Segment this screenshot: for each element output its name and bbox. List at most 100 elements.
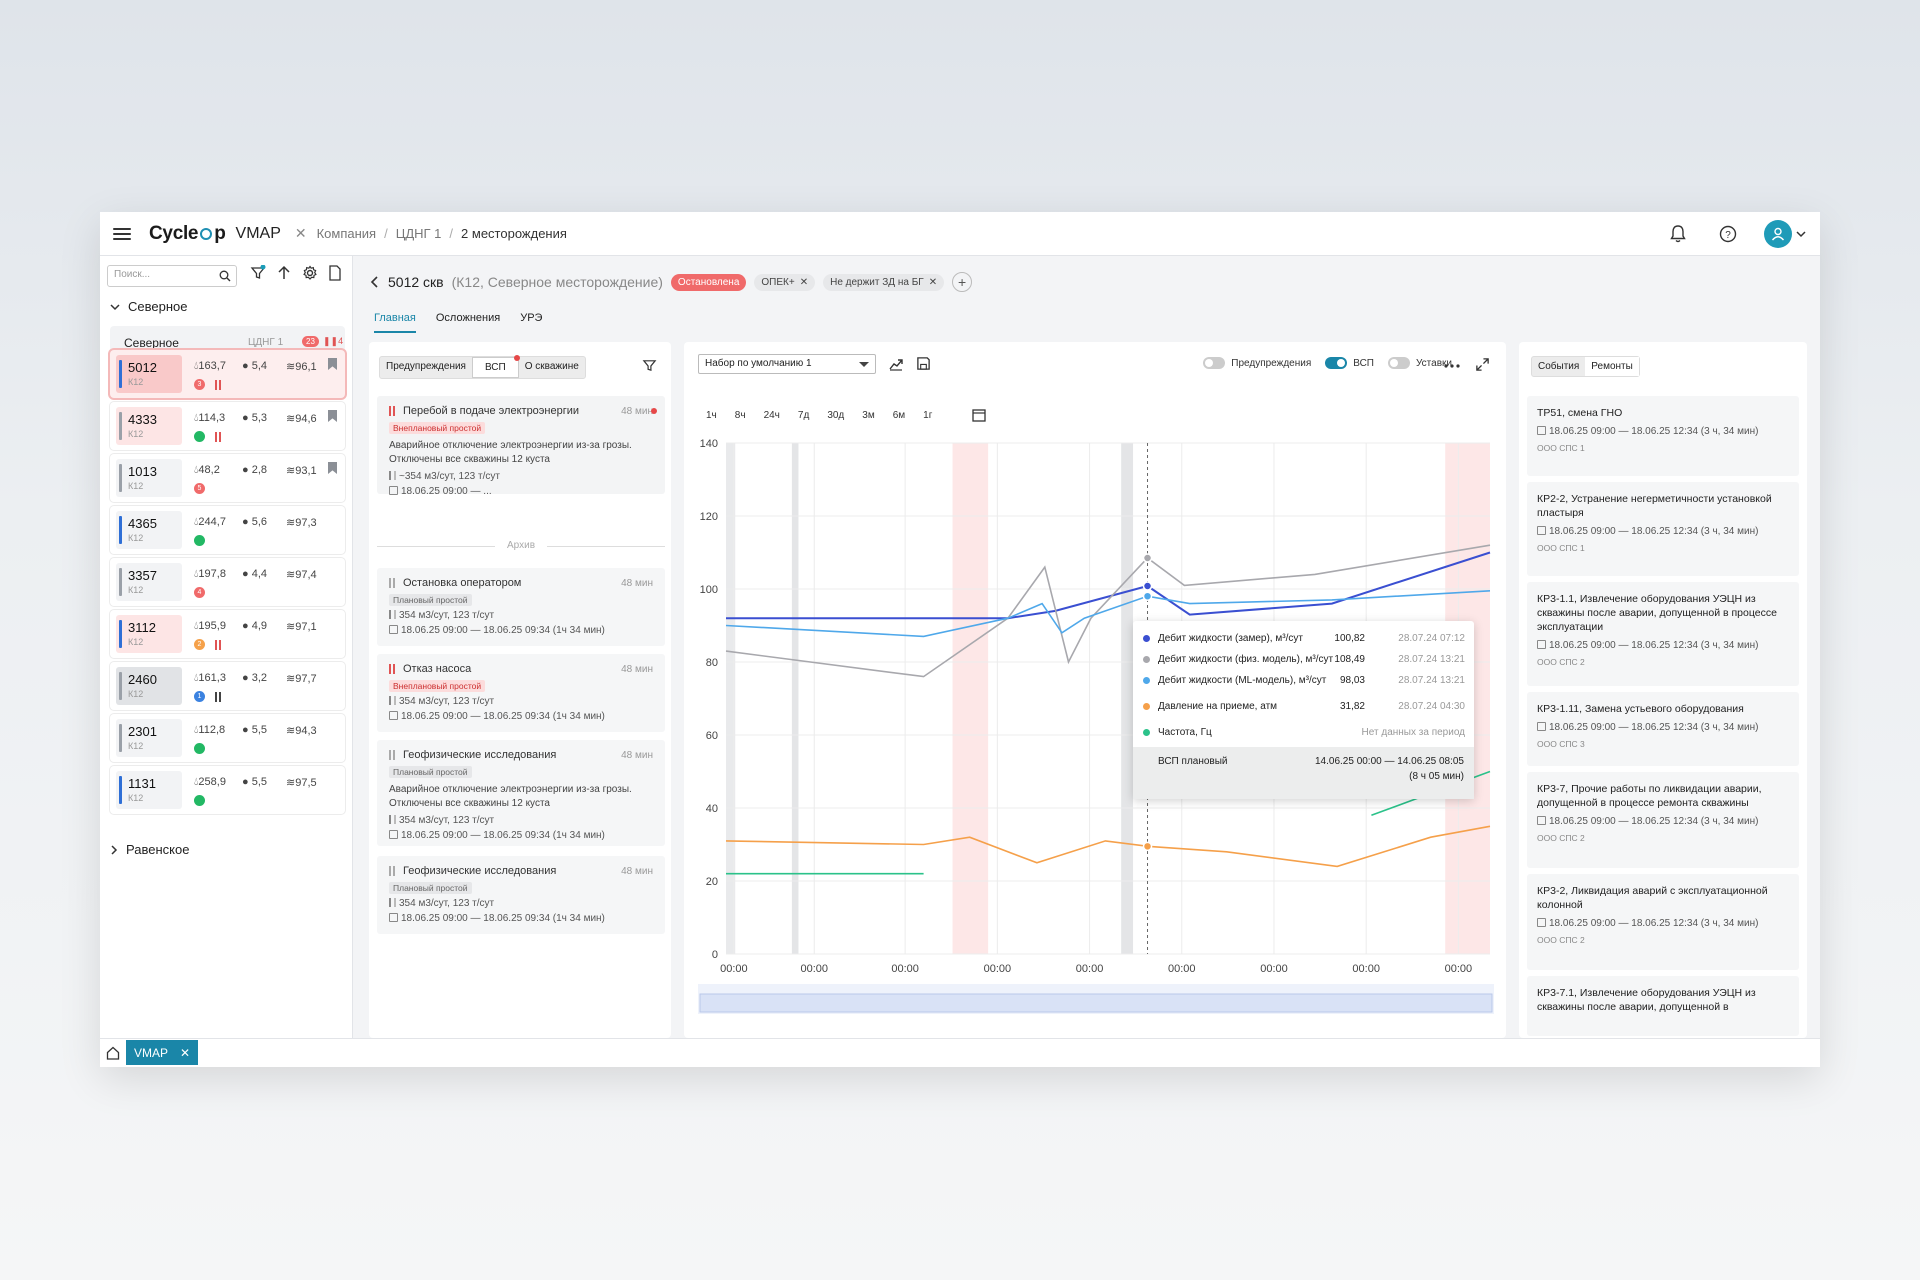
- event-card[interactable]: Отказ насоса 48 мин Внеплановый простой 354…: [377, 654, 665, 732]
- user-menu[interactable]: [1764, 220, 1806, 248]
- period-6[interactable]: 6м: [892, 410, 906, 421]
- y-tick-label: 0: [712, 949, 718, 961]
- calendar-icon: [1537, 918, 1546, 927]
- back-icon[interactable]: [370, 276, 380, 288]
- help-icon[interactable]: ?: [1714, 220, 1742, 248]
- group-ravenskoe[interactable]: Равенское: [110, 842, 189, 857]
- search-input[interactable]: Поиск...: [107, 265, 237, 287]
- event-card[interactable]: Остановка оператором 48 мин Плановый прост…: [377, 568, 665, 646]
- well-card[interactable]: 4333 К12 💧︎114,3 ● 5,3 ≋94,6: [110, 402, 345, 450]
- save-icon[interactable]: [916, 356, 931, 371]
- tab-main[interactable]: Главная: [374, 312, 416, 333]
- menu-icon[interactable]: [113, 227, 131, 240]
- home-icon[interactable]: [106, 1046, 120, 1060]
- seg-about[interactable]: О скважине: [524, 361, 579, 372]
- liquid-rate: 💧︎258,9: [194, 776, 226, 788]
- breadcrumb-item[interactable]: 2 месторождения: [461, 226, 567, 241]
- close-icon[interactable]: ✕: [180, 1045, 191, 1060]
- seg-warnings[interactable]: Предупреждения: [386, 361, 466, 372]
- x-tick-label: 00:00: [1168, 963, 1196, 975]
- period-4[interactable]: 30д: [827, 410, 845, 421]
- expand-icon[interactable]: [1475, 357, 1490, 372]
- period-0[interactable]: 1ч: [706, 410, 717, 421]
- repair-card[interactable]: ТР51, смена ГНО 18.06.25 09:00 — 18.06.25…: [1527, 396, 1799, 476]
- repair-card[interactable]: КР3-7, Прочие работы по ликвидации авари…: [1527, 772, 1799, 868]
- toggle-vsp[interactable]: ВСП: [1325, 357, 1374, 369]
- repair-date: 18.06.25 09:00 — 18.06.25 12:34 (3 ч, 34…: [1537, 526, 1789, 537]
- seg-repairs[interactable]: Ремонты: [1585, 357, 1639, 376]
- wave-icon: ≋: [286, 517, 296, 529]
- event-card[interactable]: Перебой в подаче электроэнергии 48 мин Вне…: [377, 396, 665, 497]
- event-card[interactable]: Геофизические исследования 48 мин Плановый…: [377, 856, 665, 934]
- breadcrumb-item[interactable]: ЦДНГ 1: [395, 226, 442, 241]
- repair-card[interactable]: КР3-7.1, Извлечение оборудования УЭЦН из…: [1527, 976, 1799, 1036]
- bookmark-icon[interactable]: [328, 462, 337, 474]
- filter-icon[interactable]: [250, 265, 266, 281]
- y-tick-label: 80: [706, 657, 718, 669]
- series-point: [1142, 581, 1153, 591]
- period-2[interactable]: 24ч: [763, 410, 780, 421]
- toggle-warnings[interactable]: Предупреждения: [1203, 357, 1311, 369]
- drop-icon: 💧︎: [194, 776, 199, 788]
- well-card[interactable]: 4365 К12 💧︎244,7 ● 5,6 ≋97,3: [110, 506, 345, 554]
- close-icon[interactable]: ✕: [799, 276, 809, 288]
- repair-card[interactable]: КР2-2, Устранение негерметичности устано…: [1527, 482, 1799, 576]
- avatar[interactable]: [1764, 220, 1792, 248]
- well-card[interactable]: 3357 К12 💧︎197,8 ● 4,4 ≋97,4 4: [110, 558, 345, 606]
- well-card[interactable]: 2301 К12 💧︎112,8 ● 5,5 ≋94,3: [110, 714, 345, 762]
- taskbar-tab[interactable]: VMAP ✕: [126, 1040, 199, 1065]
- water-cut: ≋96,1: [286, 361, 317, 373]
- repair-card[interactable]: КР3-1.1, Извлечение оборудования УЭЦН из…: [1527, 582, 1799, 686]
- sort-icon[interactable]: [276, 265, 292, 281]
- more-icon[interactable]: [1444, 364, 1460, 368]
- document-icon[interactable]: [328, 265, 342, 281]
- close-icon[interactable]: ✕: [294, 225, 307, 241]
- bell-icon[interactable]: [1664, 220, 1692, 248]
- well-card[interactable]: 2460 К12 💧︎161,3 ● 3,2 ≋97,7 1: [110, 662, 345, 710]
- tab-ure[interactable]: УРЭ: [520, 312, 543, 324]
- well-card[interactable]: 1131 К12 💧︎258,9 ● 5,5 ≋97,5: [110, 766, 345, 814]
- well-id: 2301: [128, 724, 157, 739]
- well-card[interactable]: 5012 К12 💧︎163,7 ● 5,4 ≋96,1 3: [110, 350, 345, 398]
- close-icon[interactable]: ✕: [928, 276, 938, 288]
- calendar-icon[interactable]: [971, 407, 987, 423]
- legend-dot: [1143, 703, 1150, 710]
- group-severnoe[interactable]: Северное: [110, 299, 187, 314]
- well-card[interactable]: 1013 К12 💧︎48,2 ● 2,8 ≋93,1 5: [110, 454, 345, 502]
- event-type-badge: Плановый простой: [389, 594, 472, 606]
- breadcrumb-item[interactable]: Компания: [316, 226, 377, 241]
- chart-panel: Набор по умолчанию 1 Предупреждения ВСП …: [684, 342, 1506, 1038]
- toggle-setpoints[interactable]: Уставки: [1388, 357, 1452, 369]
- event-card[interactable]: Геофизические исследования 48 мин Плановый…: [377, 740, 665, 846]
- repair-card[interactable]: КР3-2, Ликвидация аварий с эксплуатацион…: [1527, 874, 1799, 970]
- repair-org: ООО СПС 3: [1537, 739, 1585, 749]
- bookmark-icon[interactable]: [328, 358, 337, 370]
- repair-card[interactable]: КР3-1.11, Замена устьевого оборудования 1…: [1527, 692, 1799, 766]
- preset-select[interactable]: Набор по умолчанию 1: [698, 354, 876, 374]
- drop-icon: 💧︎: [194, 672, 199, 684]
- seg-events[interactable]: События: [1538, 361, 1580, 372]
- period-3[interactable]: 7д: [797, 410, 810, 421]
- liquid-rate: 💧︎195,9: [194, 620, 226, 632]
- chevron-down-icon[interactable]: [1796, 230, 1806, 238]
- wave-icon: ≋: [286, 361, 296, 373]
- filter-icon[interactable]: [642, 358, 657, 373]
- tag-chip[interactable]: Не держит ЗД на БГ ✕: [823, 273, 945, 291]
- period-1[interactable]: 8ч: [734, 410, 746, 421]
- y-tick-label: 40: [706, 803, 718, 815]
- trend-icon[interactable]: [888, 356, 904, 372]
- period-7[interactable]: 1г: [923, 410, 933, 421]
- well-card[interactable]: 3112 К12 💧︎195,9 ● 4,9 ≋97,1 2: [110, 610, 345, 658]
- tag-chip[interactable]: ОПЕК+ ✕: [754, 273, 816, 291]
- tab-complications[interactable]: Осложнения: [435, 312, 501, 324]
- bookmark-icon[interactable]: [328, 410, 337, 422]
- logo: Cycle p: [149, 222, 226, 244]
- water-cut: ≋97,3: [286, 517, 317, 529]
- water-cut: ≋94,3: [286, 725, 317, 737]
- period-5[interactable]: 3м: [862, 410, 875, 421]
- water-cut: ≋97,1: [286, 621, 317, 633]
- seg-vsp[interactable]: ВСП: [471, 355, 520, 378]
- add-tag-button[interactable]: +: [952, 272, 973, 292]
- gear-icon[interactable]: [302, 265, 318, 281]
- navigator-window[interactable]: [699, 993, 1493, 1013]
